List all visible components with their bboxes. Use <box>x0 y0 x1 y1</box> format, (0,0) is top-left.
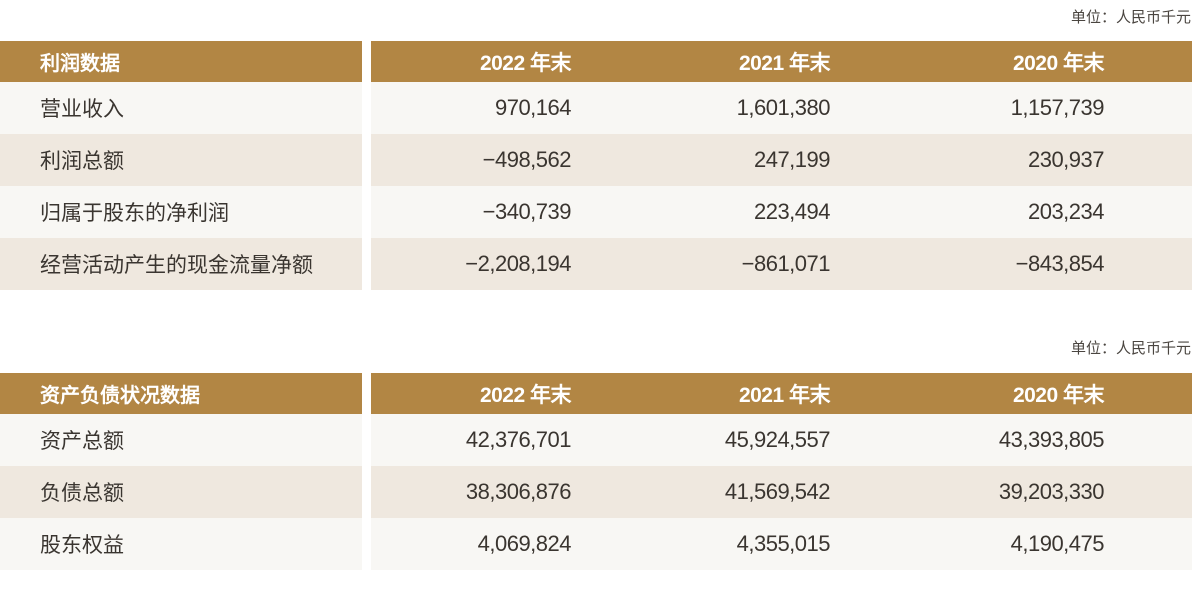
table-row: 股东权益 4,069,824 4,355,015 4,190,475 <box>0 518 1192 570</box>
value-2021: 247,199 <box>753 147 831 172</box>
table-header: 利润数据 2022 年末 2021 年末 2020 年末 <box>0 41 1192 82</box>
value-2021: 1,601,380 <box>736 95 831 120</box>
unit-label-profit: 单位：人民币千元 <box>1070 9 1191 26</box>
header-2020: 2020 年末 <box>1012 51 1105 75</box>
value-2021: 45,924,557 <box>724 427 831 452</box>
table-row: 营业收入 970,164 1,601,380 1,157,739 <box>0 82 1192 134</box>
value-2022: 42,376,701 <box>465 427 572 452</box>
value-2021: 4,355,015 <box>736 531 831 556</box>
value-2020: 1,157,739 <box>1010 95 1105 120</box>
balance-table: 资产负债状况数据 2022 年末 2021 年末 2020 年末 资产总额 42… <box>0 373 1192 570</box>
value-2022: 970,164 <box>494 95 572 120</box>
profit-table: 利润数据 2022 年末 2021 年末 2020 年末 营业收入 970,16… <box>0 41 1192 290</box>
header-2020: 2020 年末 <box>1012 383 1105 407</box>
table-row: 负债总额 38,306,876 41,569,542 39,203,330 <box>0 466 1192 518</box>
header-label: 资产负债状况数据 <box>0 373 362 414</box>
row-label: 负债总额 <box>0 466 362 518</box>
value-2021: 41,569,542 <box>724 479 831 504</box>
header-label: 利润数据 <box>0 41 362 82</box>
value-2021: −861,071 <box>741 251 831 276</box>
unit-label-balance: 单位：人民币千元 <box>1070 340 1191 357</box>
table-row: 经营活动产生的现金流量净额 −2,208,194 −861,071 −843,8… <box>0 238 1192 290</box>
value-2020: 203,234 <box>1027 199 1105 224</box>
table-row: 利润总额 −498,562 247,199 230,937 <box>0 134 1192 186</box>
value-2020: 230,937 <box>1027 147 1105 172</box>
value-2020: 4,190,475 <box>1010 531 1105 556</box>
table-row: 归属于股东的净利润 −340,739 223,494 203,234 <box>0 186 1192 238</box>
value-2022: −2,208,194 <box>465 251 571 276</box>
header-2021: 2021 年末 <box>738 383 831 407</box>
header-2022: 2022 年末 <box>479 383 572 407</box>
value-2022: 4,069,824 <box>477 531 572 556</box>
row-label: 营业收入 <box>0 82 362 134</box>
row-label: 资产总额 <box>0 414 362 466</box>
row-label: 经营活动产生的现金流量净额 <box>0 238 362 290</box>
value-2020: 43,393,805 <box>998 427 1105 452</box>
table-row: 资产总额 42,376,701 45,924,557 43,393,805 <box>0 414 1192 466</box>
row-label: 利润总额 <box>0 134 362 186</box>
value-2022: −340,739 <box>482 199 572 224</box>
header-2022: 2022 年末 <box>479 51 572 75</box>
header-2021: 2021 年末 <box>738 51 831 75</box>
value-2020: 39,203,330 <box>998 479 1105 504</box>
table-header: 资产负债状况数据 2022 年末 2021 年末 2020 年末 <box>0 373 1192 414</box>
row-label: 归属于股东的净利润 <box>0 186 362 238</box>
value-2020: −843,854 <box>1015 251 1105 276</box>
value-2022: −498,562 <box>482 147 572 172</box>
row-label: 股东权益 <box>0 518 362 570</box>
value-2021: 223,494 <box>753 199 831 224</box>
value-2022: 38,306,876 <box>465 479 572 504</box>
